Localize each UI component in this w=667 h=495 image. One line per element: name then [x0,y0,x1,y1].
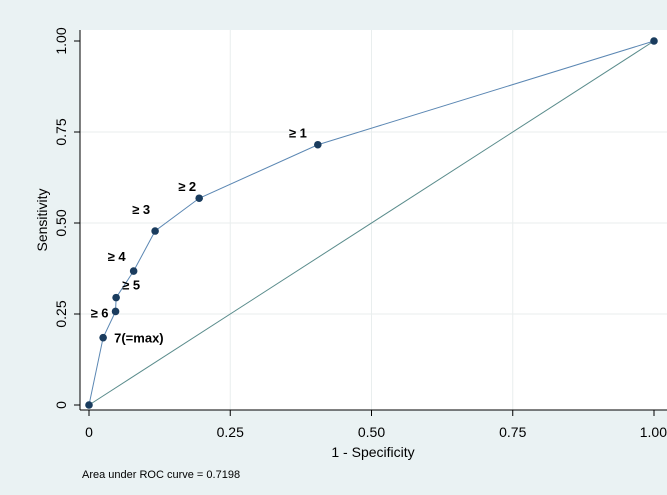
x-axis-title: 1 - Specificity [331,444,414,460]
y-tick-label-0: 0 [53,401,69,409]
roc-point-8 [650,37,658,45]
auc-note: Area under ROC curve = 0.7198 [82,469,240,481]
y-tick-label-2: 0.50 [53,209,69,236]
reference-diagonal-line [88,40,655,406]
y-axis-title: Sensitivity [34,188,50,251]
y-tick-label-4: 1.00 [53,27,69,54]
x-axis-ticks: 0 0.25 0.50 0.75 1.00 [85,410,667,440]
plot-area [80,30,667,410]
x-tick-label-0: 0 [85,424,93,440]
roc-point-7 [314,140,322,149]
grid [80,30,667,410]
roc-point-label-4: ≥ 4 [108,249,127,264]
roc-point-4 [129,267,138,275]
y-axis-ticks: 0 0.25 0.50 0.75 1.00 [53,27,80,409]
roc-point-label-7: ≥ 1 [289,126,307,141]
roc-point-0 [85,401,93,409]
roc-point-3 [112,293,120,302]
roc-point-label-5: ≥ 3 [132,202,150,217]
x-tick-label-1: 0.25 [217,424,244,440]
roc-point-label-1: 7(=max) [114,331,164,346]
roc-point-label-3: ≥ 5 [122,278,140,293]
roc-point-label-6: ≥ 2 [178,179,196,194]
x-tick-label-4: 1.00 [640,424,667,440]
roc-points [85,37,658,409]
x-tick-label-2: 0.50 [358,424,385,440]
y-tick-label-1: 0.25 [53,300,69,327]
x-tick-label-3: 0.75 [499,424,526,440]
roc-point-2 [111,307,120,316]
roc-point-1 [99,333,107,342]
y-tick-label-3: 0.75 [53,118,69,145]
roc-point-label-2: ≥ 6 [91,305,109,320]
roc-point-labels: 7(=max) ≥ 6 ≥ 5 ≥ 4 ≥ 3 ≥ 2 ≥ 1 [91,126,307,346]
roc-point-5 [151,227,159,235]
roc-point-6 [195,194,203,203]
